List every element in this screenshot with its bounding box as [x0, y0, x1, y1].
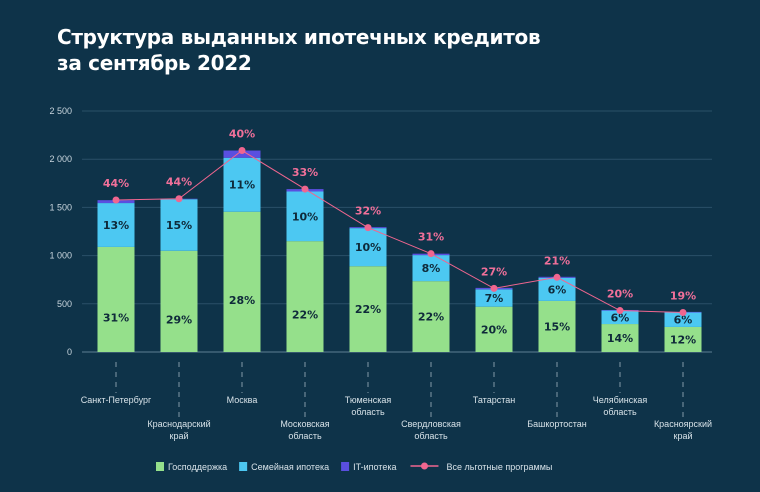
segment-label: 15% [544, 320, 570, 333]
legend-label: Все льготные программы [446, 462, 552, 472]
bar-segment [286, 241, 324, 352]
bar-segment [223, 150, 261, 158]
segment-label: 28% [229, 294, 255, 307]
category-label: край [674, 431, 693, 441]
total-point [427, 250, 435, 258]
bar-segment [223, 157, 261, 212]
category-label: Санкт-Петербург [81, 395, 152, 405]
title-line-1: Структура выданных ипотечных кредитов [57, 25, 541, 49]
bar-segment [160, 199, 198, 251]
segment-label: 11% [229, 179, 255, 192]
y-tick-label: 2 000 [49, 154, 72, 164]
category-label: Москва [227, 395, 258, 405]
segment-label: 29% [166, 313, 192, 326]
total-label: 33% [292, 166, 318, 179]
bar-segment [601, 310, 639, 325]
total-point [175, 195, 183, 203]
category-label: Татарстан [473, 395, 515, 405]
total-point [364, 224, 372, 232]
legend-swatch [239, 462, 248, 471]
total-point [238, 147, 246, 155]
total-point [679, 308, 687, 316]
title-line-2: за сентябрь 2022 [57, 51, 252, 75]
category-label: Свердловская [401, 419, 461, 429]
y-tick-label: 500 [57, 299, 72, 309]
total-label: 40% [229, 128, 255, 141]
bar-segment [223, 211, 261, 352]
segment-label: 22% [418, 311, 444, 324]
category-label: Тюменская [345, 395, 392, 405]
legend-label: IT-ипотека [353, 462, 396, 472]
bar-segment [349, 228, 387, 267]
category-label: область [288, 431, 322, 441]
total-label: 21% [544, 254, 570, 267]
total-line [115, 149, 684, 313]
segment-label: 22% [355, 303, 381, 316]
category-label: Красноярский [654, 419, 712, 429]
y-tick-label: 1 500 [49, 202, 72, 212]
category-label: область [351, 407, 385, 417]
total-point [553, 273, 561, 281]
total-point [301, 185, 309, 193]
category-label: Московская [280, 419, 329, 429]
legend-label: Господдержка [168, 462, 227, 472]
category-label: Башкортостан [527, 419, 587, 429]
segment-label: 22% [292, 309, 318, 322]
total-label: 19% [670, 289, 696, 302]
total-label: 44% [103, 177, 129, 190]
chart-title: Структура выданных ипотечных кредитов за… [57, 24, 541, 76]
total-point [490, 284, 498, 292]
total-label: 31% [418, 231, 444, 244]
y-tick-label: 0 [67, 347, 72, 357]
category-label: Краснодарский [147, 419, 210, 429]
total-label: 27% [481, 265, 507, 278]
segment-label: 10% [355, 241, 381, 254]
y-tick-label: 2 500 [49, 106, 72, 116]
bar-segment [538, 277, 576, 301]
segment-label: 6% [548, 283, 567, 296]
bar-segment [97, 246, 135, 352]
bar-segment [475, 289, 513, 307]
bar-segment [286, 191, 324, 242]
bar-segment [412, 255, 450, 282]
segment-label: 6% [674, 314, 693, 327]
total-point [616, 307, 624, 315]
segment-label: 7% [485, 292, 504, 305]
category-label: область [414, 431, 448, 441]
y-tick-label: 1 000 [49, 251, 72, 261]
category-label: область [603, 407, 637, 417]
segment-label: 8% [422, 262, 441, 275]
bar-segment [412, 281, 450, 352]
total-label: 32% [355, 205, 381, 218]
segment-label: 12% [670, 333, 696, 346]
bar-segment [538, 300, 576, 352]
segment-label: 14% [607, 332, 633, 345]
bar-segment [664, 326, 702, 352]
segment-label: 31% [103, 311, 129, 324]
legend-swatch [341, 462, 350, 471]
segment-label: 15% [166, 219, 192, 232]
legend-label: Семейная ипотека [251, 462, 329, 472]
category-label: край [170, 431, 189, 441]
bar-segment [160, 250, 198, 352]
bar-segment [664, 312, 702, 327]
segment-label: 20% [481, 323, 507, 336]
bar-segment [97, 203, 135, 247]
legend-swatch [156, 462, 164, 471]
total-label: 20% [607, 288, 633, 301]
bar-segment [475, 306, 513, 352]
segment-label: 10% [292, 210, 318, 223]
bar-segment [349, 266, 387, 352]
total-label: 44% [166, 176, 192, 189]
legend-marker [420, 462, 428, 470]
segment-label: 6% [611, 311, 630, 324]
segment-label: 13% [103, 219, 129, 232]
total-point [112, 196, 120, 204]
bar-segment [601, 324, 639, 352]
category-label: Челябинская [593, 395, 648, 405]
